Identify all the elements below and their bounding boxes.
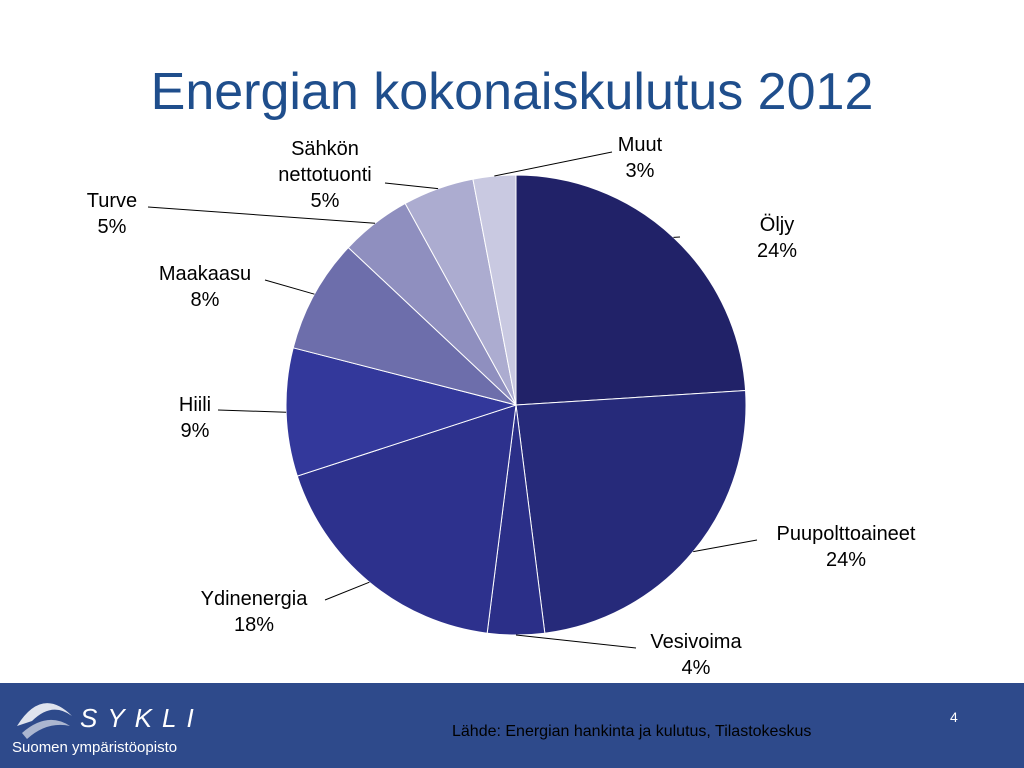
leader-line	[147, 206, 376, 224]
slice-value: 9%	[180, 420, 210, 442]
slice-value: 5%	[97, 216, 127, 238]
slice-name: Turve	[86, 190, 138, 212]
pie-slice	[472, 174, 517, 406]
slice-value: 18%	[233, 614, 275, 636]
page-number: 4	[950, 709, 958, 725]
pie-slice	[285, 347, 518, 477]
source-note: Lähde: Energian hankinta ja kulutus, Til…	[452, 723, 812, 740]
leader-line	[515, 634, 637, 649]
slice-name: Öljy	[759, 214, 795, 236]
slice-name: Vesivoima	[650, 631, 742, 653]
chart-title: Energian kokonaiskulutus 2012	[150, 63, 874, 121]
slice-label: Vesivoima 4%	[621, 629, 771, 681]
slice-name: Maakaasu	[158, 263, 252, 285]
slice-label: Ydinenergia 18%	[179, 586, 329, 638]
slice-value: 24%	[825, 549, 867, 571]
pie-slice	[515, 174, 747, 406]
slice-label: Puupolttoaineet 24%	[771, 521, 921, 573]
slice-name: Ydinenergia	[200, 588, 308, 610]
pie-slice	[515, 390, 747, 634]
pie-slice	[296, 404, 517, 634]
leader-line	[324, 581, 370, 601]
leader-line	[384, 182, 439, 190]
slice-label: Öljy 24%	[702, 212, 852, 264]
slice-label: Sähkön nettotuonti 5%	[263, 136, 388, 214]
logo-name: SYKLI	[80, 703, 204, 733]
slice-label: Hiili 9%	[120, 392, 270, 444]
leader-line	[494, 151, 613, 177]
chart	[147, 151, 758, 649]
slice-value: 4%	[681, 657, 711, 679]
slice-value: 3%	[625, 160, 655, 182]
slice-label: Turve 5%	[37, 188, 187, 240]
leader-line	[217, 409, 287, 413]
leader-line	[693, 539, 758, 553]
logo-icon	[17, 703, 72, 739]
slice-name: Muut	[617, 134, 663, 156]
slice-label: Muut 3%	[565, 132, 715, 184]
slice-value: 24%	[756, 240, 798, 262]
logo-subtitle: Suomen ympäristöopisto	[12, 739, 178, 756]
slice-name: Hiili	[178, 394, 212, 416]
footer: SYKLI Suomen ympäristöopisto Lähde: Ener…	[0, 683, 1024, 768]
slice-value: 8%	[190, 289, 220, 311]
slice-value: 5%	[310, 190, 340, 212]
slice-name: Puupolttoaineet	[776, 523, 916, 545]
slice-name: Sähkön nettotuonti	[278, 138, 372, 186]
slice-label: Maakaasu 8%	[130, 261, 280, 313]
leader-line	[264, 279, 315, 295]
